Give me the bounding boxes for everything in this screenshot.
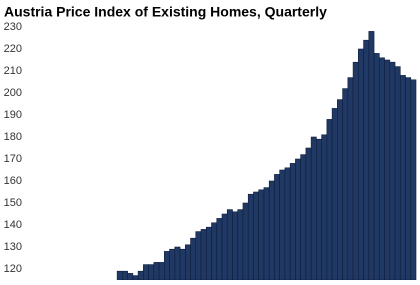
bar (342, 88, 349, 281)
bar (378, 57, 385, 281)
bar (368, 31, 375, 281)
bar (316, 138, 322, 281)
y-tick-label: 220 (4, 43, 22, 55)
bar (143, 264, 149, 281)
bar (321, 134, 328, 281)
bar (310, 136, 317, 281)
bar (232, 211, 239, 281)
bar (274, 174, 280, 281)
bar (137, 270, 144, 281)
bar (384, 59, 391, 281)
bar (337, 99, 343, 281)
bar (132, 275, 139, 281)
y-tick-label: 170 (4, 153, 22, 165)
bar (410, 79, 417, 281)
bar (284, 167, 291, 281)
bar (211, 222, 218, 281)
bar (221, 213, 228, 281)
bar (405, 77, 412, 281)
bar (122, 270, 128, 281)
bar (326, 119, 333, 281)
y-tick-label: 140 (4, 219, 22, 231)
bar (305, 147, 312, 281)
bar (279, 169, 286, 281)
y-tick-label: 230 (4, 21, 22, 33)
bar (237, 209, 244, 281)
y-tick-label: 120 (4, 263, 22, 275)
bar (169, 248, 176, 281)
bar (347, 77, 354, 281)
chart-title: Austria Price Index of Existing Homes, Q… (4, 4, 327, 20)
bar (195, 231, 202, 281)
y-tick-label: 180 (4, 131, 22, 143)
bar (295, 158, 301, 281)
bar (200, 229, 207, 281)
bar (300, 154, 307, 281)
y-tick-label: 150 (4, 197, 22, 209)
bar (116, 270, 123, 281)
bar (148, 264, 155, 281)
bar (289, 163, 296, 281)
bar (394, 66, 401, 281)
bar (205, 226, 212, 281)
bar (363, 39, 370, 281)
bar (399, 75, 406, 281)
y-tick-label: 160 (4, 175, 22, 187)
bar (389, 61, 396, 281)
bar (127, 273, 134, 281)
bar (247, 193, 254, 281)
bar (190, 237, 197, 281)
y-tick-label: 130 (4, 241, 22, 253)
bar (158, 262, 165, 281)
bar (164, 251, 170, 281)
bar (268, 180, 275, 281)
bar (242, 202, 249, 281)
y-tick-label: 200 (4, 87, 22, 99)
bar (331, 108, 338, 281)
bar (179, 248, 186, 281)
bar (153, 262, 160, 281)
y-tick-label: 210 (4, 65, 22, 77)
bar (358, 48, 364, 281)
bar (352, 61, 359, 281)
bar (216, 218, 223, 281)
bar (258, 189, 265, 281)
bar (253, 191, 260, 281)
bar (373, 53, 380, 281)
y-tick-label: 190 (4, 109, 22, 121)
bar (174, 246, 181, 281)
bar (226, 209, 233, 281)
bar (263, 187, 270, 281)
bar (184, 244, 191, 281)
